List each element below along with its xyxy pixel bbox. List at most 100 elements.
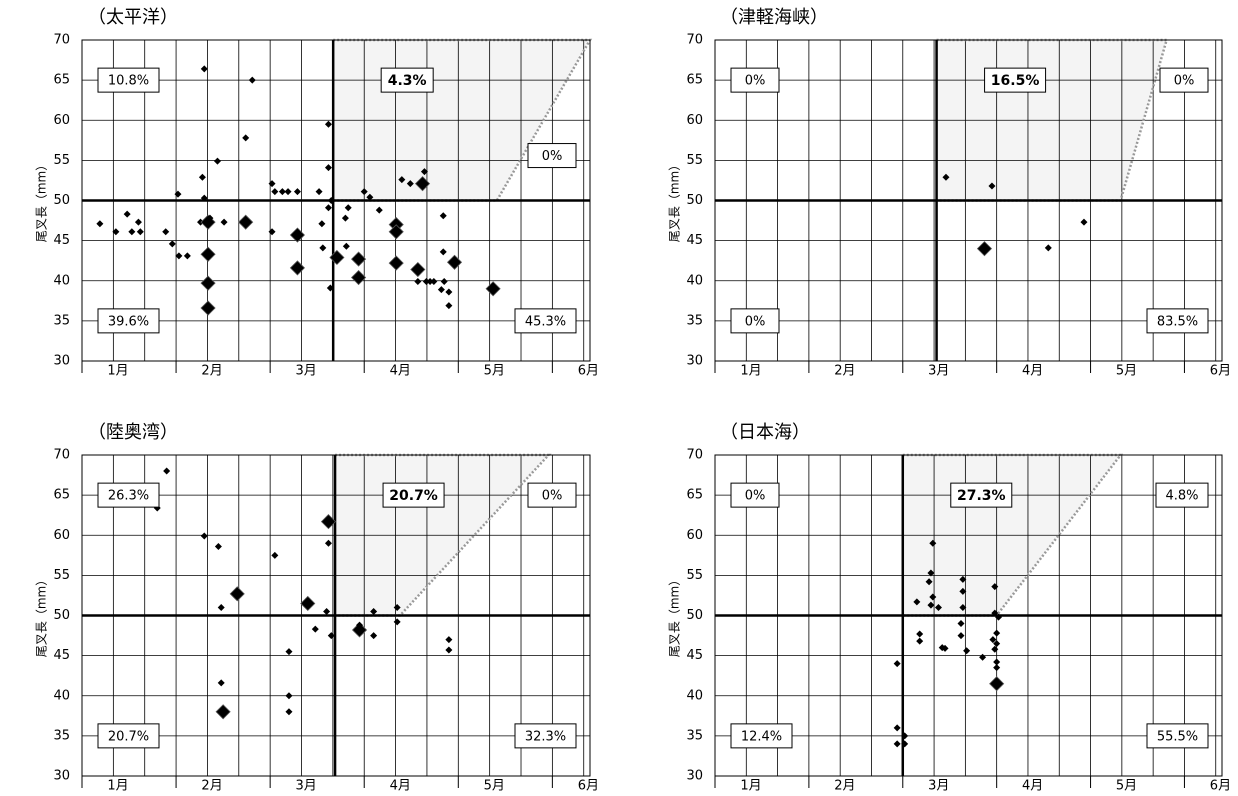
x-tick-label: 3月 xyxy=(296,364,317,379)
annotation-box xyxy=(1146,723,1209,749)
scatter-point xyxy=(289,260,305,276)
chart-title: （日本海） xyxy=(720,422,810,443)
annotation-box xyxy=(730,482,780,508)
scatter-point xyxy=(375,206,383,214)
scatter-point xyxy=(1080,218,1088,226)
annotation: 45.3% xyxy=(525,314,566,329)
x-tick-label: 2月 xyxy=(834,779,855,794)
y-axis-label: 尾叉長（mm） xyxy=(668,574,682,657)
scatter-point xyxy=(268,180,276,188)
annotation: 4.8% xyxy=(1165,489,1198,504)
y-tick-label: 70 xyxy=(686,448,703,463)
scatter-point xyxy=(388,224,404,240)
scatter-point xyxy=(320,514,337,530)
scatter-point xyxy=(351,251,367,267)
annotation-box xyxy=(514,308,577,334)
x-tick-label: 4月 xyxy=(390,364,411,379)
y-tick-label: 50 xyxy=(53,608,70,623)
scatter-point xyxy=(351,269,367,286)
annotation-box xyxy=(1146,308,1209,334)
scatter-point xyxy=(991,645,999,653)
annotation-box xyxy=(1155,482,1209,508)
scatter-point xyxy=(993,664,1001,672)
scatter-point xyxy=(913,598,921,606)
scatter-point xyxy=(324,120,332,128)
y-tick-label: 70 xyxy=(686,33,703,48)
y-tick-label: 30 xyxy=(53,354,70,369)
annotation-box xyxy=(527,143,577,169)
scatter-point xyxy=(414,176,431,192)
scatter-point xyxy=(183,252,191,260)
y-tick-label: 35 xyxy=(686,313,703,328)
scatter-point xyxy=(979,653,987,661)
annotation: 0% xyxy=(542,149,563,164)
y-tick-label: 70 xyxy=(53,448,70,463)
scatter-point xyxy=(989,676,1005,692)
scatter-point xyxy=(916,637,924,645)
annotation-box xyxy=(97,308,160,334)
scatter-point xyxy=(360,188,368,196)
scatter-point xyxy=(942,173,950,181)
scatter-point xyxy=(351,622,368,638)
scatter-point xyxy=(200,194,208,202)
scatter-point xyxy=(324,539,332,547)
scatter-point xyxy=(200,65,208,73)
y-tick-label: 40 xyxy=(53,688,70,703)
x-tick-label: 4月 xyxy=(1022,779,1043,794)
annotation-box xyxy=(514,723,577,749)
scatter-point xyxy=(96,220,104,228)
scatter-point xyxy=(927,569,935,577)
y-tick-label: 30 xyxy=(53,769,70,784)
y-tick-label: 55 xyxy=(53,153,70,168)
y-tick-label: 55 xyxy=(686,568,703,583)
annotation-box xyxy=(527,482,577,508)
scatter-point xyxy=(319,244,327,252)
chart-title: （陸奥湾） xyxy=(88,422,178,443)
scatter-point xyxy=(893,660,901,668)
x-tick-label: 3月 xyxy=(928,364,949,379)
scatter-point xyxy=(440,278,448,286)
chart-title: （津軽海峡） xyxy=(720,7,828,28)
scatter-point xyxy=(200,300,216,316)
scatter-point xyxy=(398,176,406,184)
scatter-point xyxy=(134,218,142,226)
scatter-point xyxy=(242,134,250,142)
x-tick-label: 1月 xyxy=(740,779,761,794)
y-tick-label: 30 xyxy=(686,354,703,369)
scatter-point xyxy=(445,288,453,296)
y-tick-label: 35 xyxy=(53,728,70,743)
scatter-point xyxy=(285,692,293,700)
y-tick-label: 40 xyxy=(686,688,703,703)
x-tick-label: 5月 xyxy=(484,779,505,794)
scatter-point xyxy=(927,601,935,609)
scatter-point xyxy=(229,586,245,602)
scatter-point xyxy=(993,629,1001,637)
y-tick-label: 60 xyxy=(53,113,70,128)
scatter-point xyxy=(916,630,924,638)
scatter-point xyxy=(217,603,225,611)
scatter-point xyxy=(112,228,120,236)
scatter-point xyxy=(445,646,453,654)
y-tick-label: 60 xyxy=(53,528,70,543)
scatter-point xyxy=(393,618,401,626)
scatter-point xyxy=(445,302,453,310)
y-tick-label: 30 xyxy=(686,769,703,784)
chart-panel: （陸奥湾） 尾叉長（mm） 30 35 40 45 50 55 60 65 70 1月 2月 3月 4月 5月… xyxy=(35,422,600,794)
scatter-point xyxy=(388,255,404,271)
scatter-point xyxy=(238,214,254,230)
scatter-point xyxy=(200,532,208,540)
scatter-point xyxy=(220,218,228,226)
scatter-point xyxy=(446,254,463,270)
scatter-point xyxy=(406,180,414,188)
scatter-point xyxy=(285,708,293,716)
x-tick-label: 6月 xyxy=(1210,779,1231,794)
scatter-point xyxy=(200,246,216,262)
scatter-point xyxy=(271,551,279,559)
x-tick-label: 4月 xyxy=(1022,364,1043,379)
y-tick-label: 45 xyxy=(53,648,70,663)
annotation-box xyxy=(382,482,445,508)
scatter-point xyxy=(284,188,292,196)
scatter-point xyxy=(342,242,350,250)
annotation: 12.4% xyxy=(741,729,782,744)
